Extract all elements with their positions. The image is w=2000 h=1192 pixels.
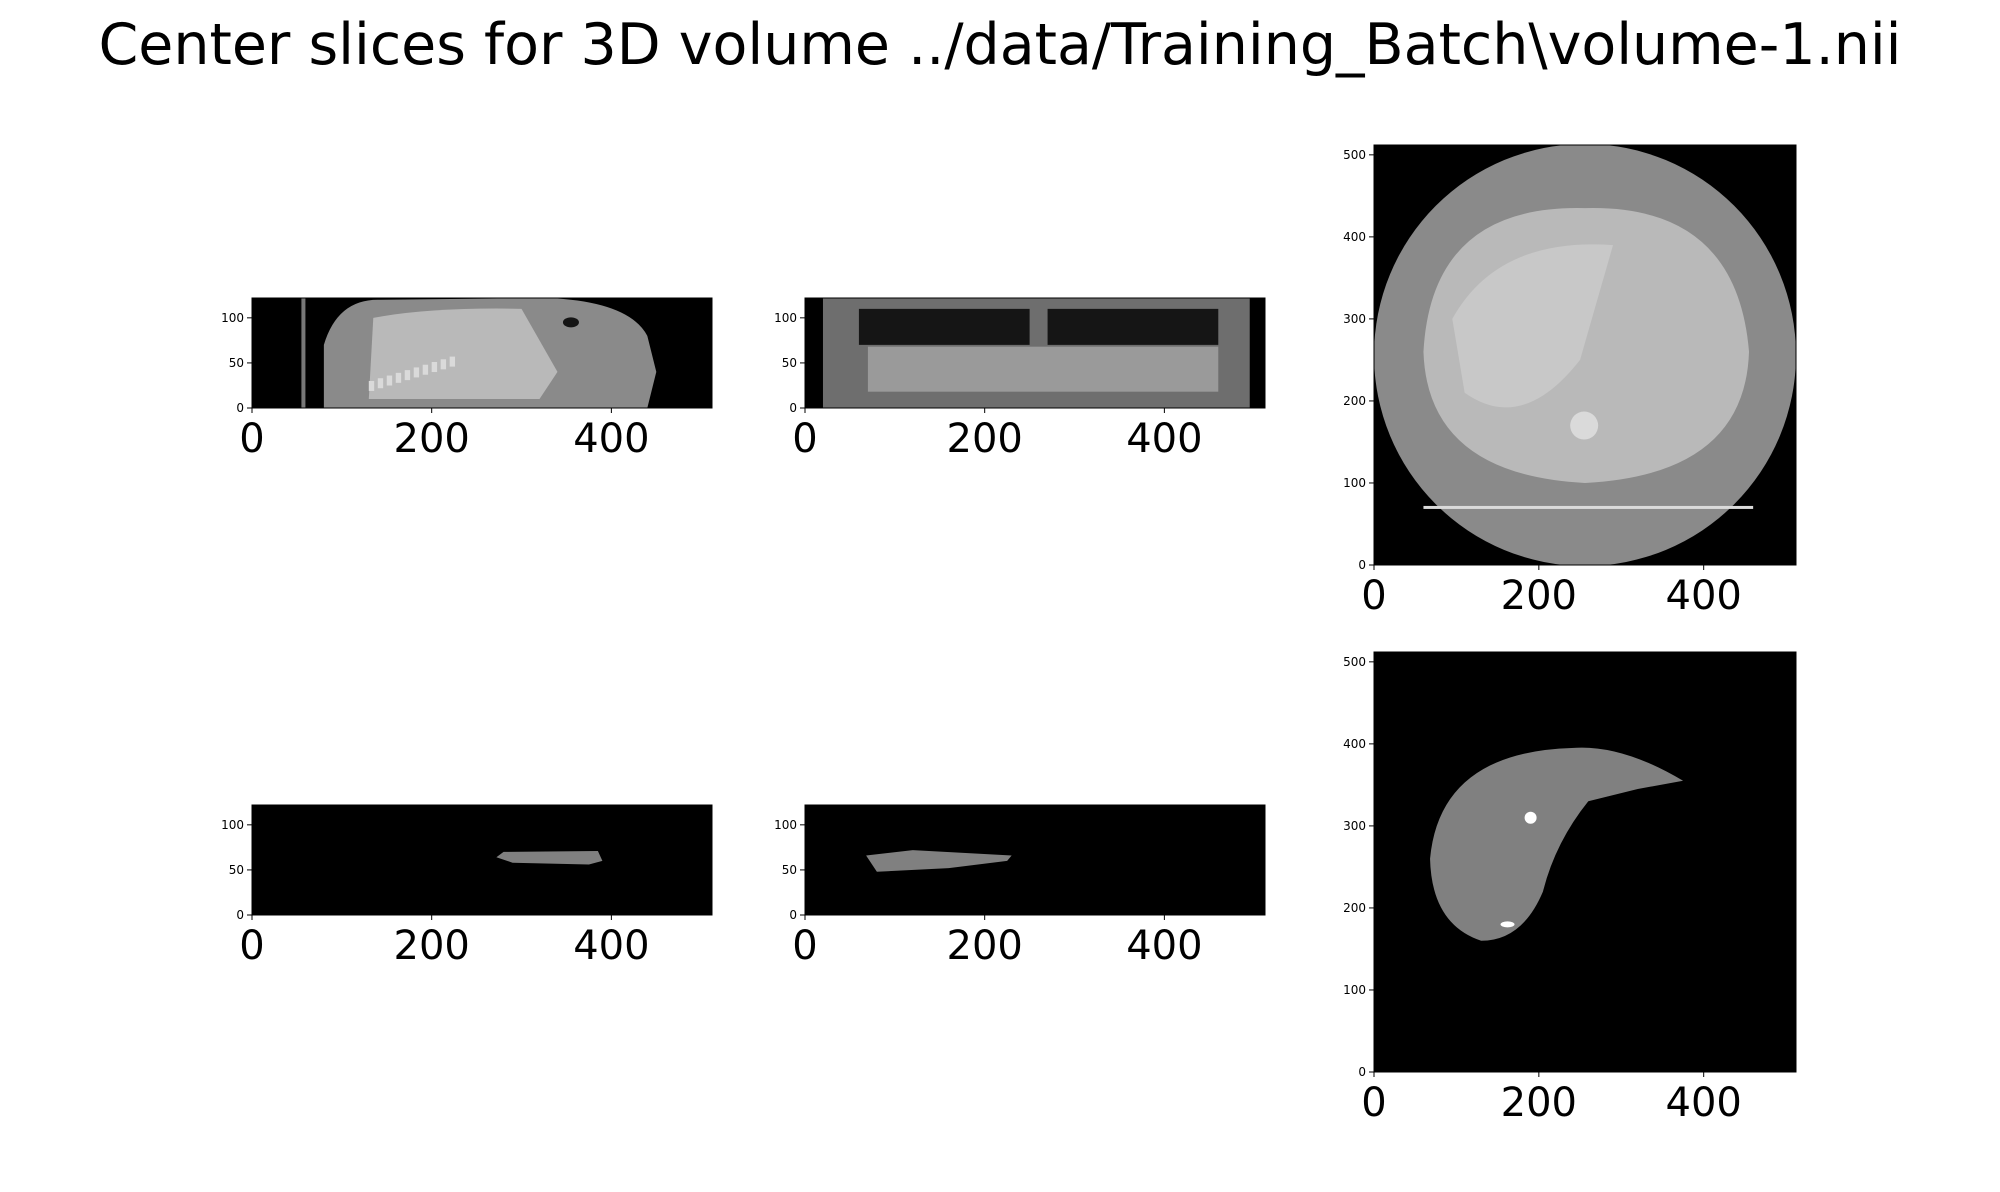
y-tick-label: 0 bbox=[236, 401, 244, 415]
mask-sagittal-image bbox=[252, 805, 712, 915]
panel-image-coronal: 0 50 100 0 200 400 bbox=[733, 290, 1293, 462]
x-tick-label: 400 bbox=[1666, 573, 1742, 619]
y-tick-label: 200 bbox=[1343, 901, 1366, 915]
vertebra bbox=[386, 375, 393, 386]
vertebra bbox=[395, 372, 402, 383]
y-tick-label: 0 bbox=[789, 908, 797, 922]
y-tick-label: 300 bbox=[1343, 312, 1366, 326]
x-tick-label: 0 bbox=[1361, 573, 1386, 619]
plot-frame bbox=[251, 297, 713, 409]
vertebra bbox=[1570, 411, 1599, 440]
image-axial-plot: 0 100 200 300 400 500 0 200 400 bbox=[1343, 144, 1797, 619]
x-tick-label: 400 bbox=[1126, 416, 1202, 462]
y-tick-label: 50 bbox=[229, 356, 244, 370]
ct-coronal-image bbox=[805, 298, 1265, 408]
vertebra bbox=[440, 359, 447, 370]
x-tick-label: 0 bbox=[239, 923, 264, 969]
mask-axial-plot: 0 100 200 300 400 500 0 200 400 bbox=[1343, 651, 1797, 1126]
panel-mask-coronal: 0 50 100 0 200 400 bbox=[733, 797, 1293, 969]
panel-mask-axial: 0 100 200 300 400 500 0 200 400 bbox=[1286, 642, 1846, 1127]
vertebra bbox=[431, 362, 438, 373]
x-tick-label: 200 bbox=[947, 923, 1023, 969]
y-tick-label: 400 bbox=[1343, 737, 1366, 751]
right-edge bbox=[1249, 298, 1265, 408]
lung-right bbox=[858, 308, 1030, 345]
liver-mask bbox=[1430, 747, 1684, 941]
vertebra bbox=[449, 356, 456, 367]
image-background bbox=[252, 805, 712, 915]
y-tick-label: 50 bbox=[782, 863, 797, 877]
liver-mask bbox=[866, 850, 1012, 872]
vertebra bbox=[368, 380, 375, 391]
x-tick-label: 400 bbox=[1666, 1080, 1742, 1126]
table-line bbox=[301, 298, 306, 408]
x-tick-label: 400 bbox=[573, 416, 649, 462]
x-tick-label: 400 bbox=[1126, 923, 1202, 969]
y-tick-label: 100 bbox=[774, 311, 797, 325]
tumor-mask bbox=[1500, 921, 1515, 928]
x-tick-label: 200 bbox=[947, 416, 1023, 462]
y-tick-label: 50 bbox=[782, 356, 797, 370]
liver-mask bbox=[496, 850, 603, 865]
ct-sagittal-image bbox=[252, 298, 712, 408]
mask-sagittal-plot: 0 50 100 0 200 400 bbox=[221, 804, 713, 969]
vertebra bbox=[404, 370, 411, 381]
table-line bbox=[1423, 505, 1754, 509]
lung-left bbox=[1047, 308, 1219, 345]
x-tick-label: 200 bbox=[394, 416, 470, 462]
plot-frame bbox=[251, 804, 713, 916]
y-tick-label: 0 bbox=[789, 401, 797, 415]
plot-frame bbox=[1373, 651, 1797, 1073]
y-tick-label: 100 bbox=[221, 311, 244, 325]
image-coronal-plot: 0 50 100 0 200 400 bbox=[774, 297, 1266, 462]
plot-frame bbox=[804, 804, 1266, 916]
y-tick-label: 300 bbox=[1343, 819, 1366, 833]
image-sagittal-plot: 0 50 100 0 200 400 bbox=[221, 297, 713, 462]
y-tick-label: 100 bbox=[1343, 476, 1366, 490]
x-tick-label: 200 bbox=[1501, 573, 1577, 619]
panel-mask-sagittal: 0 50 100 0 200 400 bbox=[180, 797, 740, 969]
liver bbox=[1452, 244, 1614, 408]
x-tick-label: 0 bbox=[1361, 1080, 1386, 1126]
x-tick-label: 400 bbox=[573, 923, 649, 969]
plot-frame bbox=[804, 297, 1266, 409]
panel-image-sagittal: 0 50 100 0 200 400 bbox=[180, 290, 740, 462]
y-tick-label: 500 bbox=[1343, 655, 1366, 669]
y-tick-label: 0 bbox=[1358, 1065, 1366, 1079]
air-pocket bbox=[562, 317, 579, 328]
y-tick-label: 400 bbox=[1343, 230, 1366, 244]
x-tick-label: 200 bbox=[1501, 1080, 1577, 1126]
figure-title: Center slices for 3D volume ../data/Trai… bbox=[98, 12, 1902, 78]
y-tick-label: 0 bbox=[1358, 558, 1366, 572]
tumor-mask bbox=[1524, 811, 1537, 824]
mask-coronal-image bbox=[805, 805, 1265, 915]
x-tick-label: 200 bbox=[394, 923, 470, 969]
y-tick-label: 500 bbox=[1343, 148, 1366, 162]
vertebra bbox=[377, 378, 384, 389]
ct-axial-image bbox=[1374, 145, 1796, 565]
y-tick-label: 200 bbox=[1343, 394, 1366, 408]
y-tick-label: 100 bbox=[1343, 983, 1366, 997]
y-tick-label: 100 bbox=[774, 818, 797, 832]
vertebra bbox=[422, 364, 429, 375]
abdomen bbox=[867, 346, 1219, 392]
y-tick-label: 100 bbox=[221, 818, 244, 832]
y-tick-label: 50 bbox=[229, 863, 244, 877]
x-tick-label: 0 bbox=[792, 416, 817, 462]
vertebra bbox=[413, 367, 420, 378]
x-tick-label: 0 bbox=[239, 416, 264, 462]
y-tick-label: 0 bbox=[236, 908, 244, 922]
plot-frame bbox=[1373, 144, 1797, 566]
mask-axial-image bbox=[1374, 652, 1796, 1072]
x-tick-label: 0 bbox=[792, 923, 817, 969]
mask-coronal-plot: 0 50 100 0 200 400 bbox=[774, 804, 1266, 969]
panel-image-axial: 0 100 200 300 400 500 0 200 400 bbox=[1286, 135, 1846, 620]
left-edge bbox=[805, 298, 823, 408]
